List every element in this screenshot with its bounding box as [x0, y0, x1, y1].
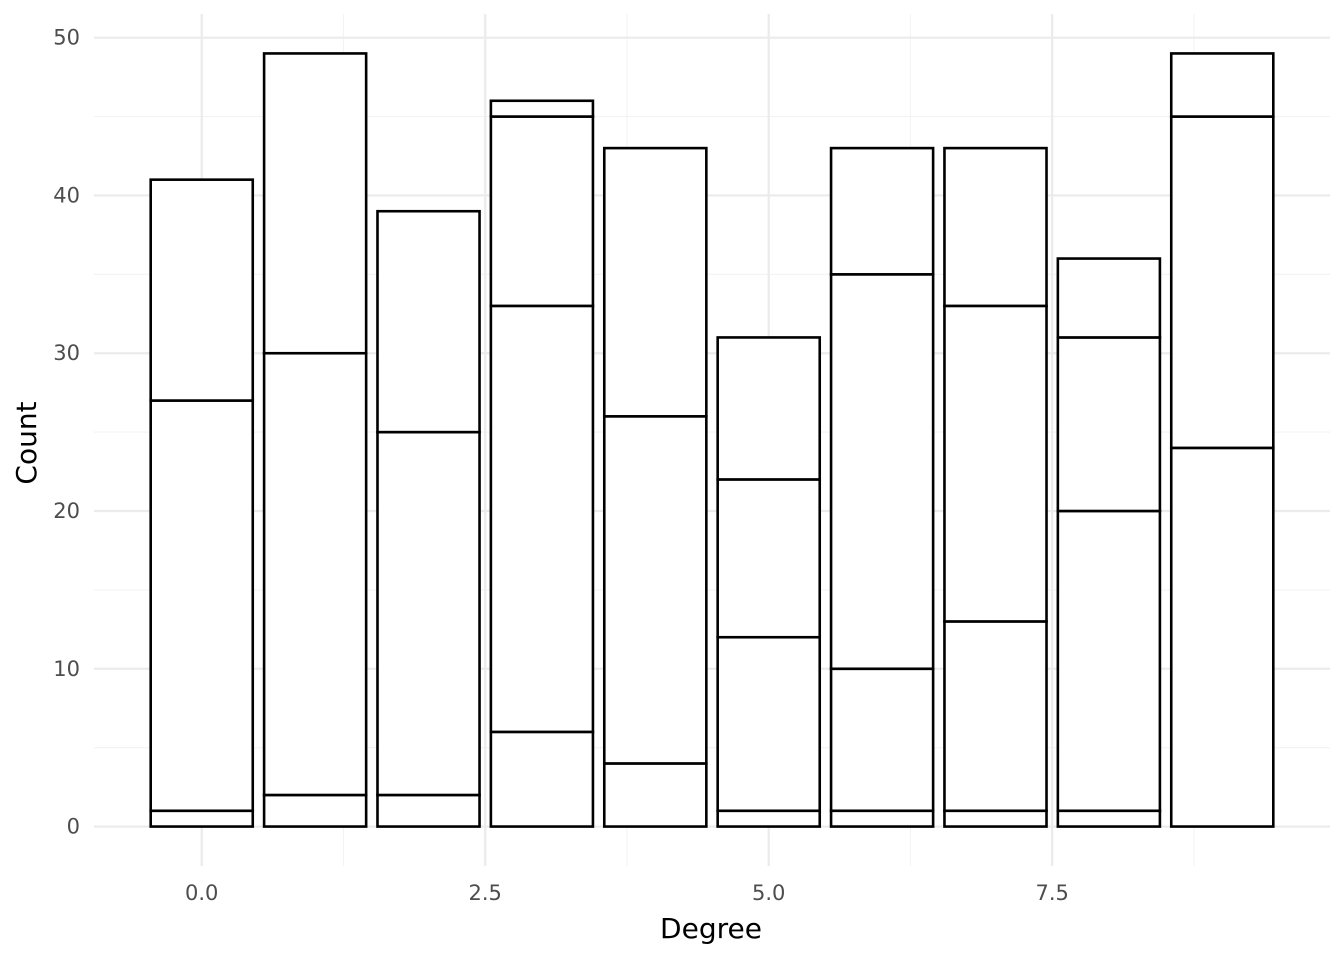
bar-segment [943, 304, 1048, 623]
bar-segment [829, 809, 935, 828]
bar-segment [829, 273, 935, 671]
bar-group [1056, 257, 1162, 828]
bar-group [602, 146, 708, 828]
bar-segment [1056, 336, 1162, 513]
bar-group [716, 336, 822, 828]
bar-segment [262, 793, 368, 828]
bar-group [376, 209, 481, 828]
y-tick-label: 20 [53, 499, 80, 523]
bar-segment [489, 99, 595, 118]
x-axis-ticks: 0.0 2.5 5.0 7.5 [185, 881, 1069, 905]
x-tick-label: 2.5 [469, 881, 502, 905]
y-tick-label: 30 [53, 341, 80, 365]
bars [149, 52, 1275, 828]
bar-segment [489, 304, 595, 734]
y-axis-ticks: 0 10 20 30 40 50 [53, 26, 80, 839]
bar-group [262, 52, 368, 828]
bar-segment [489, 115, 595, 308]
bar-segment [149, 178, 255, 402]
bar-segment [829, 667, 935, 813]
bar-group [943, 146, 1048, 828]
bar-segment [602, 762, 708, 828]
x-tick-label: 0.0 [185, 881, 218, 905]
bar-segment [262, 52, 368, 355]
bar-segment [376, 209, 481, 434]
bar-segment [602, 146, 708, 418]
bar-segment [149, 399, 255, 813]
bar-group [149, 178, 255, 828]
y-axis-title: Count [10, 401, 43, 484]
x-tick-label: 7.5 [1035, 881, 1068, 905]
bar-segment [829, 146, 935, 276]
bar-segment [943, 146, 1048, 308]
bar-segment [1169, 52, 1275, 118]
bar-segment [716, 635, 822, 813]
bar-segment [1169, 115, 1275, 450]
bar-group [489, 99, 595, 828]
y-tick-label: 50 [53, 26, 80, 50]
bar-segment [1056, 257, 1162, 339]
bar-segment [376, 430, 481, 797]
bar-group [1169, 52, 1275, 828]
bar-segment [943, 620, 1048, 813]
bar-segment [489, 730, 595, 828]
bar-group [829, 146, 935, 828]
bar-segment [1056, 809, 1162, 828]
bar-segment [943, 809, 1048, 828]
x-axis-title: Degree [660, 912, 762, 945]
bar-segment [716, 809, 822, 828]
y-tick-label: 0 [67, 815, 80, 839]
bar-segment [716, 478, 822, 639]
bar-segment [602, 415, 708, 765]
bar-segment [376, 793, 481, 828]
y-tick-label: 40 [53, 183, 80, 207]
x-tick-label: 5.0 [752, 881, 785, 905]
bar-segment [716, 336, 822, 481]
bar-segment [1169, 446, 1275, 828]
bar-segment [262, 351, 368, 797]
bar-segment [1056, 509, 1162, 813]
y-tick-label: 10 [53, 657, 80, 681]
bar-segment [149, 809, 255, 828]
